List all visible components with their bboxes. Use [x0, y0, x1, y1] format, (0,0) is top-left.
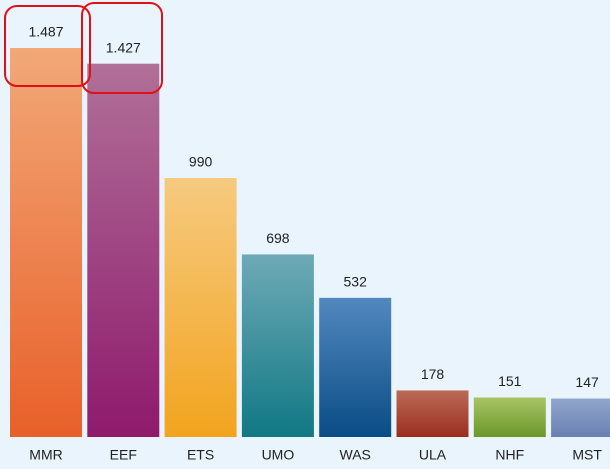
x-tick-label: MST	[572, 447, 602, 463]
bar	[473, 397, 546, 437]
value-label: 1.487	[28, 24, 63, 40]
value-label: 151	[498, 373, 522, 389]
x-tick-label: ULA	[419, 447, 447, 463]
x-tick-label: NHF	[495, 447, 524, 463]
bar	[319, 297, 392, 437]
value-label: 178	[421, 366, 445, 382]
value-label: 990	[189, 154, 213, 170]
bar	[551, 398, 610, 437]
highlight-box	[81, 2, 163, 94]
bar	[396, 390, 469, 437]
bar	[10, 48, 82, 437]
value-label: 147	[575, 374, 599, 390]
bar	[241, 254, 314, 437]
x-tick-label: EEF	[110, 447, 137, 463]
highlight-box	[4, 5, 91, 87]
bar	[164, 178, 237, 437]
x-tick-label: ETS	[187, 447, 214, 463]
value-label: 698	[266, 230, 290, 246]
value-label: 532	[344, 274, 368, 290]
x-tick-label: UMO	[262, 447, 295, 463]
value-label: 1.427	[106, 39, 141, 55]
x-tick-label: WAS	[340, 447, 371, 463]
x-tick-label: MMR	[29, 447, 62, 463]
bar	[87, 63, 160, 437]
